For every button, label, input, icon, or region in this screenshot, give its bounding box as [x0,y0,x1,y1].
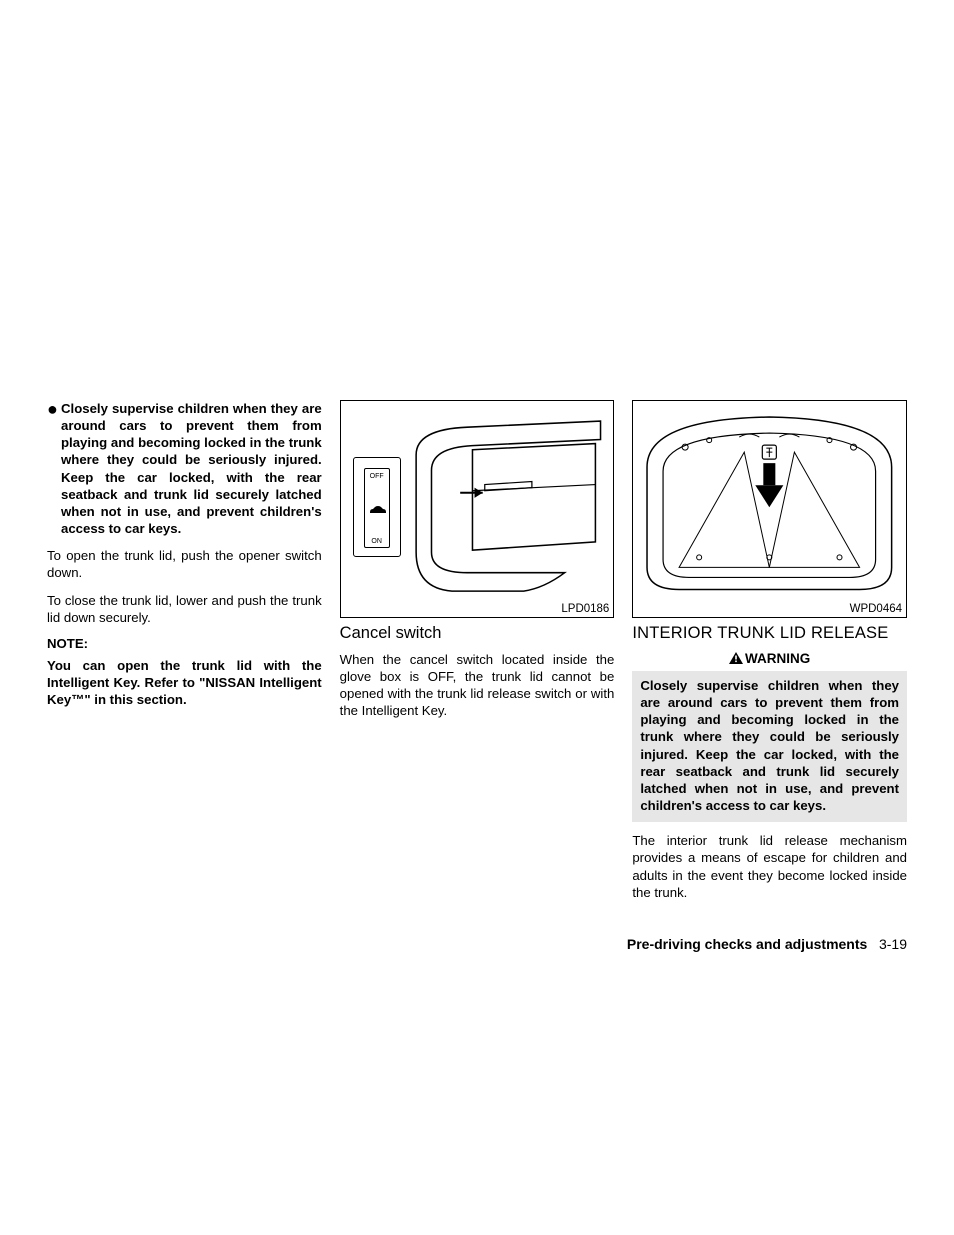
footer-page-number: 3-19 [879,936,907,952]
page: ● Closely supervise children when they a… [0,0,954,1235]
note-body: You can open the trunk lid with the Inte… [47,657,322,708]
bullet-text: Closely supervise children when they are… [61,400,322,537]
switch-panel-icon: OFF ON [353,457,401,557]
page-footer: Pre-driving checks and adjustments 3-19 [627,936,907,952]
switch-on-label: ON [365,538,389,545]
bullet-item: ● Closely supervise children when they a… [47,400,322,537]
trunk-interior-icon [639,407,900,597]
paragraph: To open the trunk lid, push the opener s… [47,547,322,581]
switch-slot-icon: OFF ON [364,468,390,548]
footer-section-label: Pre-driving checks and adjustments [627,936,867,952]
note-label: NOTE: [47,636,322,651]
figure-trunk-release: WPD0464 [632,400,907,618]
column-2: OFF ON LPD0186 [340,400,615,911]
paragraph: To close the trunk lid, lower and push t… [47,592,322,626]
paragraph: When the cancel switch located inside th… [340,651,615,720]
column-3: WPD0464 INTERIOR TRUNK LID RELEASE WARNI… [632,400,907,911]
columns: ● Closely supervise children when they a… [47,400,907,911]
switch-off-label: OFF [365,473,389,480]
warning-box: Closely supervise children when they are… [632,671,907,822]
paragraph: The interior trunk lid release mechanism… [632,832,907,901]
warning-bar: WARNING [632,651,907,667]
glovebox-icon [411,419,606,593]
bullet-dot-icon: ● [47,400,61,537]
column-1: ● Closely supervise children when they a… [47,400,322,911]
sub-heading: Cancel switch [340,624,615,643]
car-icon [369,505,387,515]
figure-cancel-switch: OFF ON LPD0186 [340,400,615,618]
figure-code: WPD0464 [850,603,902,615]
section-heading: INTERIOR TRUNK LID RELEASE [632,624,907,643]
warning-label: WARNING [745,651,810,666]
figure-code: LPD0186 [561,603,609,615]
warning-triangle-icon [729,652,743,667]
